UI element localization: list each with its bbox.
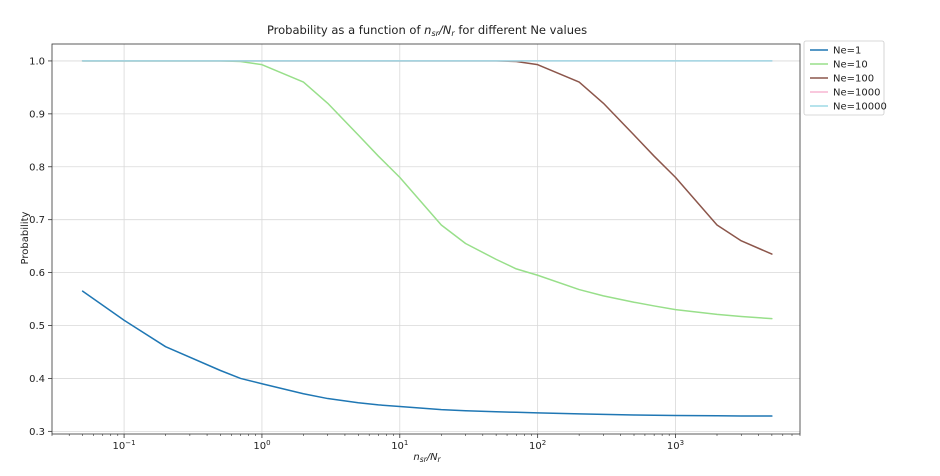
plot-frame: [51, 43, 801, 435]
legend-label-ne-100: Ne=100: [833, 74, 874, 85]
series-line-ne-1: [81, 290, 773, 417]
x-tick-label: 102: [529, 439, 546, 452]
y-tick-label: 0.5: [29, 321, 45, 332]
y-axis-label: Probability: [20, 211, 31, 264]
x-tick-label: 103: [667, 439, 684, 452]
x-axis-ticks: 10−1 100 101 102 103: [51, 434, 801, 452]
legend-items: Ne=1 Ne=10 Ne=100 Ne=1000 Ne=10000: [810, 46, 887, 113]
x-tick-label: 10−1: [113, 439, 136, 452]
x-tick-label: 100: [253, 439, 270, 452]
legend-label-ne-1000: Ne=1000: [833, 88, 880, 99]
y-tick-label: 0.4: [29, 374, 45, 385]
series-lines: [81, 60, 773, 417]
y-tick-label: 0.6: [29, 268, 45, 279]
legend-label-ne-1: Ne=1: [833, 46, 861, 57]
legend-label-ne-10000: Ne=10000: [833, 102, 887, 113]
y-axis-ticks: 0.3 0.4 0.5 0.6 0.7 0.8 0.9 1.0: [29, 56, 52, 438]
y-tick-label: 1.0: [29, 56, 45, 67]
legend-label-ne-10: Ne=10: [833, 60, 868, 71]
x-tick-label: 101: [391, 439, 408, 452]
y-tick-label: 0.9: [29, 109, 45, 120]
chart-title: Probability as a function of nsr/Nr for …: [267, 23, 587, 38]
y-tick-label: 0.7: [29, 215, 45, 226]
y-tick-label: 0.8: [29, 162, 45, 173]
y-tick-label: 0.3: [29, 427, 45, 438]
legend-box: [803, 40, 885, 116]
x-axis-label: nsr/Nr: [413, 452, 441, 464]
legend: Ne=1 Ne=10 Ne=100 Ne=1000 Ne=10000: [803, 40, 887, 116]
